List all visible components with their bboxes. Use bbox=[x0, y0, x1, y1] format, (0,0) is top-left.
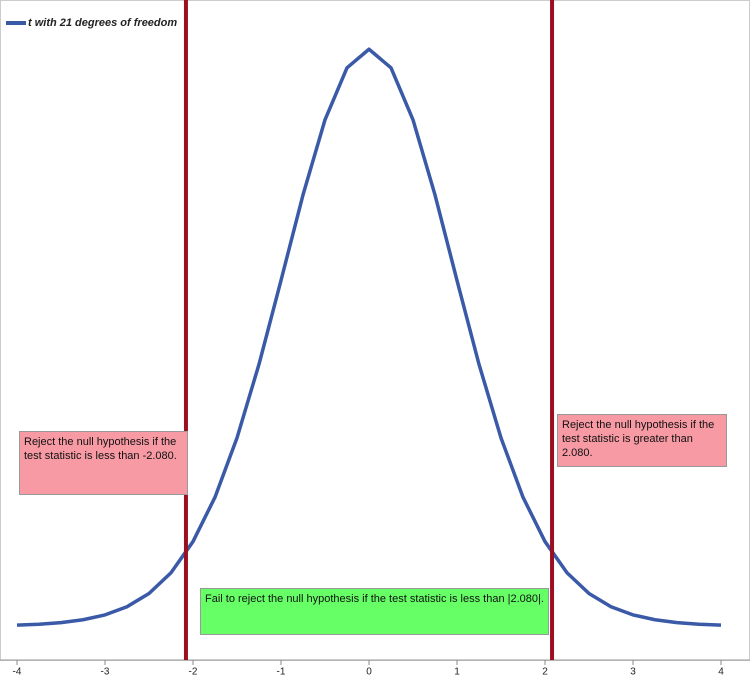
x-tick-label: 0 bbox=[366, 667, 372, 678]
x-tick-label: 2 bbox=[542, 667, 548, 678]
x-tick-label: -4 bbox=[13, 667, 22, 678]
annotation: Reject the null hypothesis if the test s… bbox=[19, 431, 188, 495]
x-tick-label: 3 bbox=[630, 667, 636, 678]
x-tick-label: -2 bbox=[189, 667, 198, 678]
density-curve bbox=[16, 47, 722, 627]
x-tick-label: 1 bbox=[454, 667, 460, 678]
x-tick-label: -1 bbox=[277, 667, 286, 678]
annotation: Reject the null hypothesis if the test s… bbox=[557, 414, 727, 467]
x-tick-label: 4 bbox=[718, 667, 724, 678]
annotation: Fail to reject the null hypothesis if th… bbox=[200, 588, 549, 635]
legend-label: t with 21 degrees of freedom bbox=[28, 17, 177, 29]
plot-frame bbox=[0, 0, 750, 661]
x-tick-label: -3 bbox=[101, 667, 110, 678]
